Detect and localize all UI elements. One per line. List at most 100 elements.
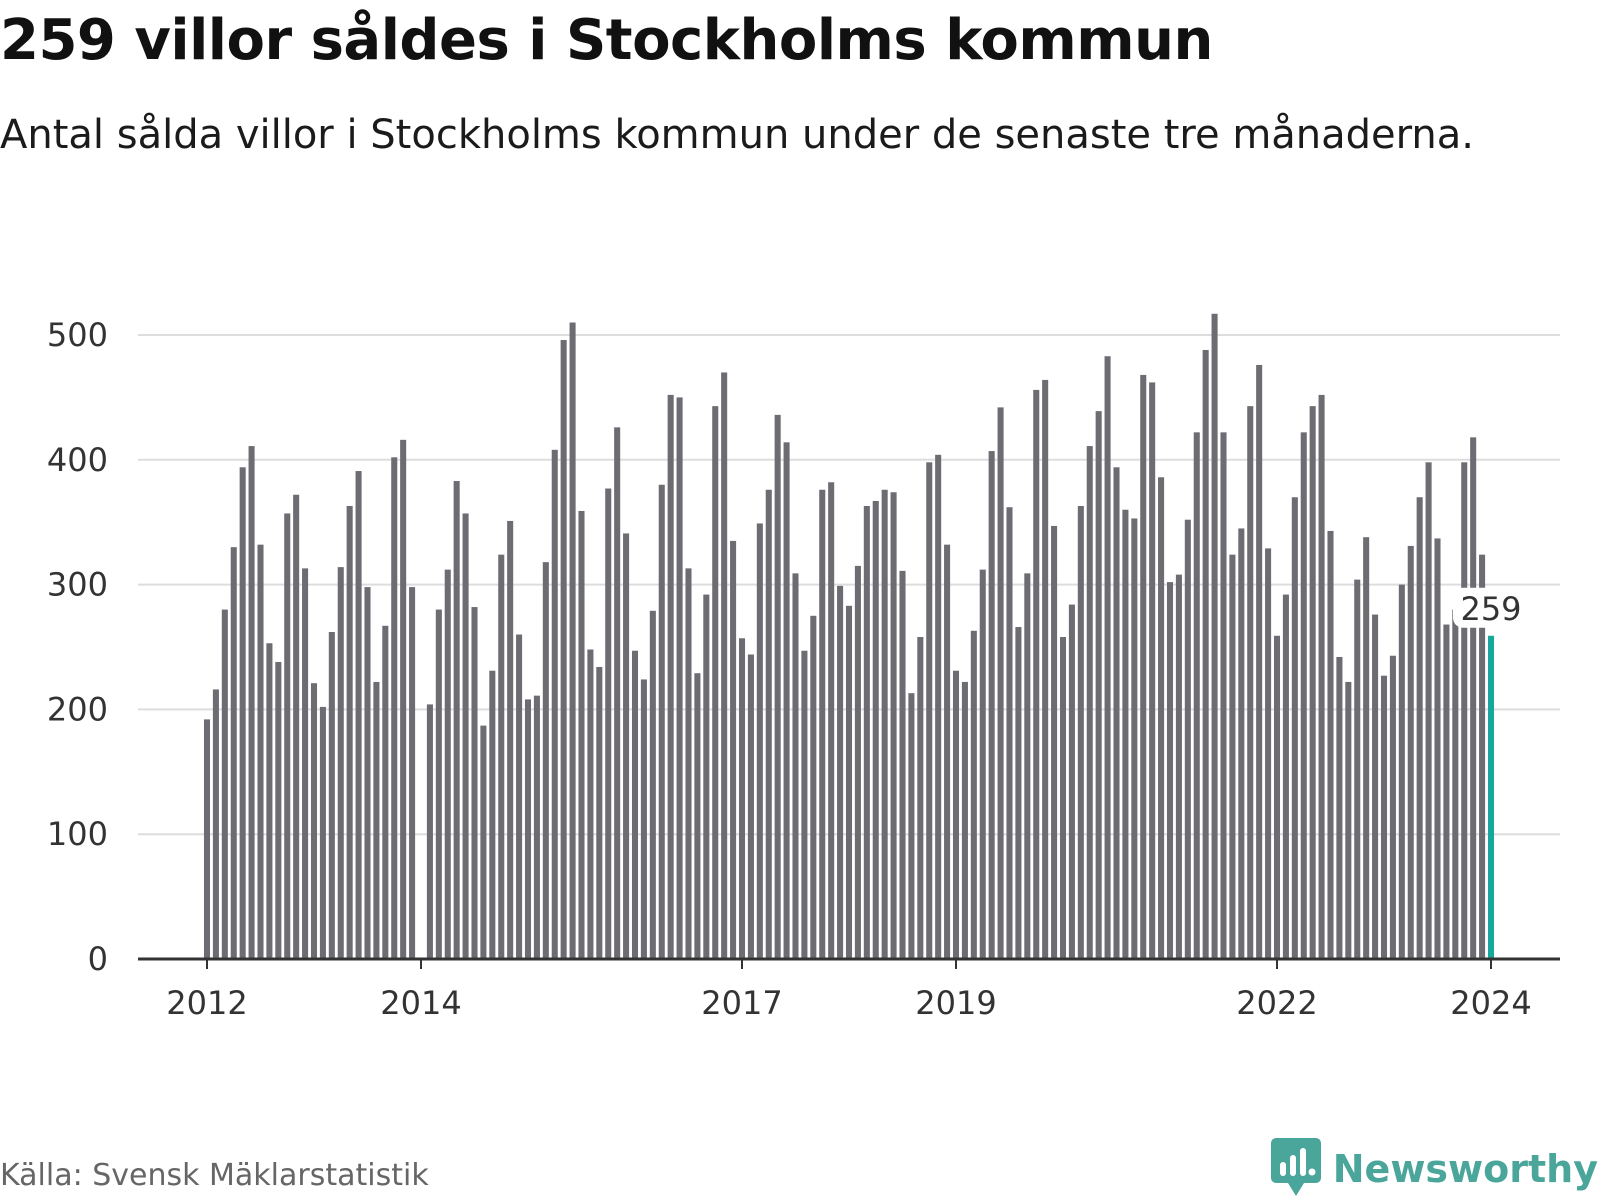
bar: [1220, 432, 1227, 960]
bar: [1443, 624, 1450, 959]
bar: [703, 594, 710, 959]
x-tick-label: 2012: [166, 984, 247, 1022]
bar: [1452, 609, 1459, 959]
bar: [1273, 635, 1281, 959]
bar: [1024, 573, 1031, 959]
bar: [721, 372, 728, 959]
bar: [364, 587, 371, 959]
bar: [221, 609, 228, 959]
y-tick-label: 500: [47, 316, 108, 354]
bar: [854, 565, 861, 959]
bar: [1193, 432, 1200, 960]
tick-layer: 0 100 200 300 400 500 2012 2014 2017 2019 2022 2024: [47, 316, 1532, 1022]
bar: [1372, 614, 1379, 959]
bar: [1149, 382, 1156, 959]
bar: [1318, 394, 1325, 959]
bar: [1398, 584, 1405, 959]
bar: [667, 394, 674, 959]
bar: [961, 681, 968, 959]
bar: [560, 339, 567, 959]
x-tick-label: 2019: [915, 984, 996, 1022]
bar: [1256, 364, 1263, 959]
bar: [712, 406, 719, 959]
bar: [533, 695, 540, 959]
bar: [453, 481, 460, 959]
x-tick-label: 2022: [1236, 984, 1317, 1022]
bar: [212, 689, 219, 959]
bar: [1407, 545, 1414, 959]
bar: [1461, 462, 1468, 959]
newsworthy-logo-icon: [1270, 1138, 1321, 1200]
bar: [1282, 594, 1289, 959]
bar: [899, 570, 906, 959]
bar: [1042, 379, 1049, 959]
bar: [1291, 497, 1298, 959]
bar: [1238, 528, 1245, 959]
bar: [302, 568, 309, 959]
bar: [988, 451, 995, 959]
bar: [623, 533, 630, 959]
bar: [400, 439, 407, 960]
chart-subtitle: Antal sålda villor i Stockholms kommun u…: [0, 112, 1474, 158]
bar-chart: 0 100 200 300 400 500 2012 2014 2017 2019 2022 2024…: [47, 313, 1560, 1022]
bar: [569, 322, 576, 959]
bar: [1033, 389, 1040, 959]
bar: [810, 615, 817, 959]
bar: [685, 568, 692, 959]
bar: [471, 607, 478, 959]
bar: [614, 427, 621, 960]
bar: [649, 610, 656, 959]
bar: [890, 492, 897, 959]
bar: [1336, 656, 1343, 959]
bar: [631, 650, 639, 959]
x-tick-label: 2017: [701, 984, 782, 1022]
bar: [1095, 411, 1102, 959]
bar: [462, 513, 469, 959]
bar: [605, 488, 612, 959]
bar: [952, 670, 960, 959]
bar: [783, 442, 790, 960]
bar: [524, 699, 532, 959]
bar: [970, 630, 977, 959]
bar: [917, 637, 924, 959]
bar: [1184, 519, 1191, 959]
bar: [444, 569, 451, 959]
bar-layer: [203, 313, 1495, 960]
x-tick-label: 2024: [1450, 984, 1531, 1022]
y-tick-label: 100: [47, 815, 108, 853]
bar: [293, 494, 300, 959]
bar: [596, 666, 603, 959]
bar: [1015, 627, 1022, 959]
bar: [756, 523, 763, 959]
brand-logo[interactable]: Newsworthy: [1270, 1138, 1598, 1200]
bar: [1104, 356, 1111, 960]
bar: [979, 569, 986, 959]
bar: [382, 625, 389, 959]
brand-name: Newsworthy: [1332, 1147, 1598, 1191]
bar: [1068, 604, 1075, 959]
bar: [373, 681, 380, 959]
bar: [480, 725, 487, 959]
bar: [498, 554, 505, 959]
bar: [1051, 525, 1058, 959]
bar: [747, 654, 754, 959]
bar: [551, 449, 558, 959]
bar: [1479, 554, 1486, 959]
highlight-label-bg: [1453, 587, 1529, 628]
bar: [1470, 437, 1477, 960]
bar: [328, 632, 335, 959]
bar: [426, 704, 433, 959]
y-tick-label: 0: [88, 940, 108, 978]
y-tick-label: 200: [47, 690, 108, 728]
bar: [1175, 574, 1182, 959]
bar: [337, 567, 344, 959]
highlight-data-label: 259: [1460, 590, 1521, 628]
bar: [239, 467, 246, 959]
bar: [863, 505, 870, 959]
bar: [1202, 349, 1209, 960]
bar: [257, 544, 264, 959]
bar: [507, 520, 514, 959]
bar: [881, 489, 888, 959]
bar: [1140, 374, 1147, 959]
bar: [765, 489, 772, 959]
